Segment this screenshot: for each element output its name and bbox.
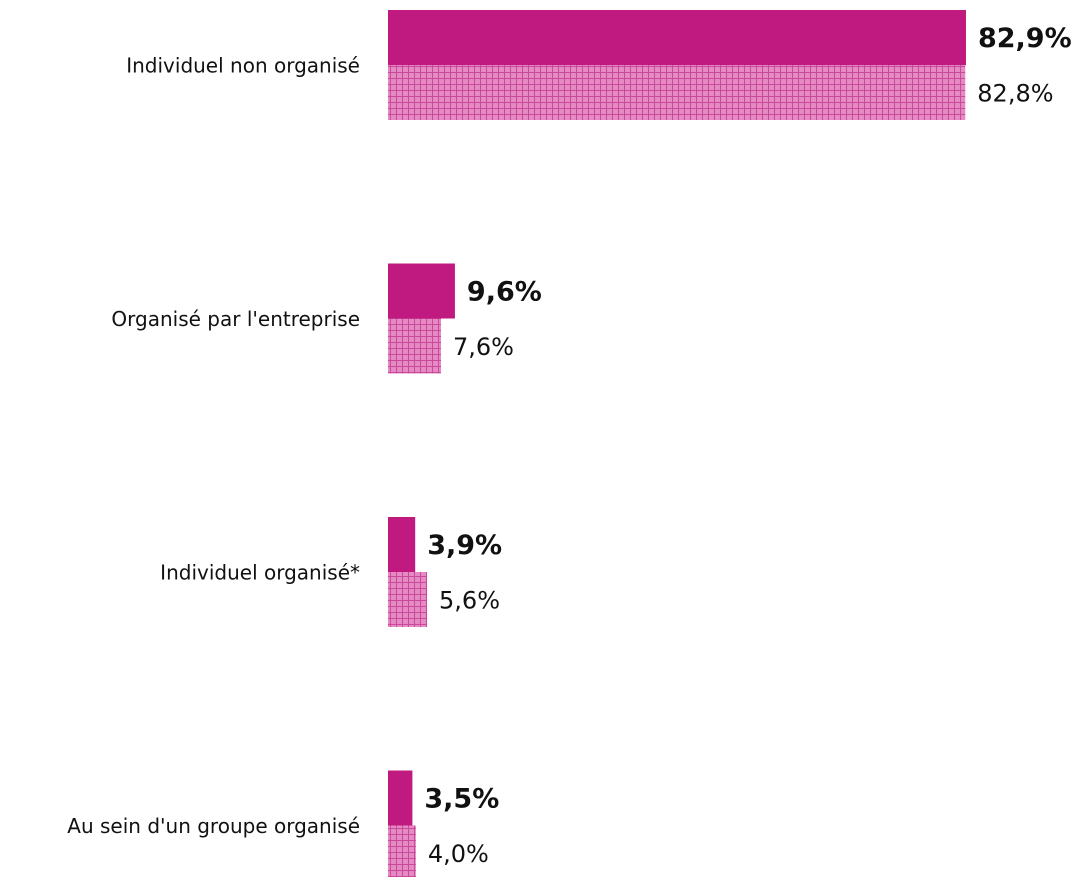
value-label: 3,9% [427,530,502,561]
value-label: 82,8% [977,80,1053,108]
value-label: 7,6% [453,333,514,361]
bar [388,263,455,319]
category-label: Individuel non organisé [126,54,360,78]
bar [388,825,416,877]
bar [388,10,966,65]
category-label: Organisé par l'entreprise [111,307,360,331]
bar [388,517,416,572]
category-label: Au sein d'un groupe organisé [67,814,360,838]
bar [388,572,428,627]
bar [388,770,413,826]
value-label: 3,5% [424,784,499,815]
value-label: 9,6% [467,277,542,308]
value-label: 82,9% [978,23,1072,54]
value-label: 4,0% [428,840,489,868]
value-label: 5,6% [439,587,500,615]
bar [388,318,441,374]
category-label: Individuel organisé* [160,561,360,585]
bar [388,65,966,120]
